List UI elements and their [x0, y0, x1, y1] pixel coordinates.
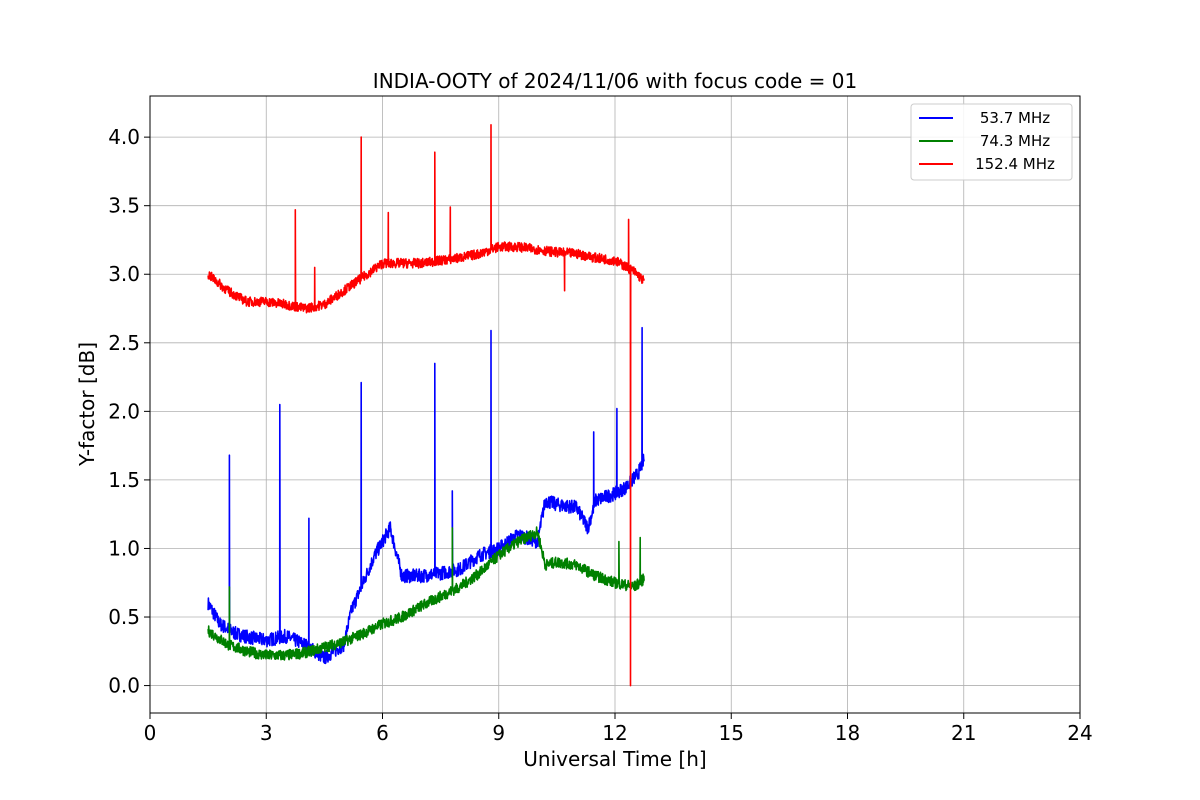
x-axis-label: Universal Time [h] [523, 747, 706, 771]
series-line-1 [207, 526, 645, 661]
x-tick-label: 3 [260, 721, 273, 745]
x-axis-ticks: 0 3 6 9 12 15 18 21 24 [144, 713, 1093, 745]
y-tick-label: 3.5 [108, 194, 140, 218]
series-lines [207, 124, 645, 687]
x-tick-label: 12 [602, 721, 627, 745]
y-tick-label: 3.0 [108, 262, 140, 286]
grid-lines [149, 96, 1081, 713]
y-tick-label: 2.0 [108, 399, 140, 423]
x-tick-label: 6 [376, 721, 389, 745]
legend-box [910, 103, 1073, 181]
y-tick-label: 2.5 [108, 331, 140, 355]
y-tick-label: 4.0 [108, 125, 140, 149]
x-tick-label: 18 [835, 721, 860, 745]
y-tick-label: 1.5 [108, 468, 140, 492]
legend-label-2: 152.4 MHz [975, 155, 1055, 173]
legend-label-0: 53.7 MHz [980, 109, 1050, 127]
x-tick-label: 21 [951, 721, 976, 745]
series-line-2 [207, 124, 645, 687]
x-tick-label: 15 [719, 721, 744, 745]
x-tick-label: 24 [1067, 721, 1092, 745]
x-tick-label: 9 [492, 721, 505, 745]
series-line-0 [207, 326, 645, 665]
y-tick-label: 0.0 [108, 674, 140, 698]
legend-label-1: 74.3 MHz [980, 132, 1050, 150]
x-tick-label: 0 [144, 721, 157, 745]
y-axis-label: Y-factor [dB] [75, 342, 99, 467]
legend: 53.7 MHz 74.3 MHz 152.4 MHz [910, 103, 1073, 181]
y-axis-ticks: 0.0 0.5 1.0 1.5 2.0 2.5 3.0 3.5 4.0 [108, 125, 150, 698]
y-tick-label: 0.5 [108, 605, 140, 629]
y-tick-label: 1.0 [108, 536, 140, 560]
chart-title: INDIA-OOTY of 2024/11/06 with focus code… [373, 69, 857, 93]
